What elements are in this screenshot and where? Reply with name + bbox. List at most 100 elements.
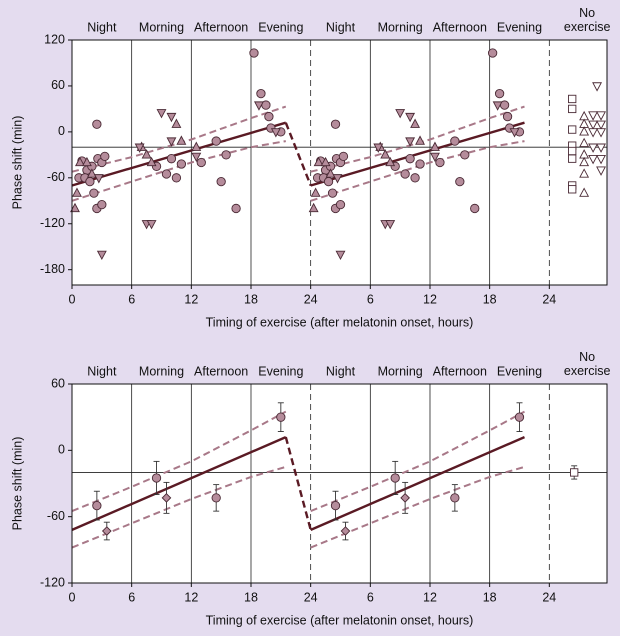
fit-line: [71, 121, 525, 187]
data-point: [161, 169, 172, 179]
data-point: [92, 500, 102, 511]
data-point: [514, 412, 525, 422]
data-point: [568, 154, 577, 163]
data-point: [171, 173, 182, 183]
data-point: [171, 118, 182, 128]
data-point: [176, 159, 187, 169]
period-label: Evening: [258, 20, 303, 34]
data-point: [191, 141, 202, 151]
x-tick-label: 6: [367, 590, 374, 604]
data-point: [460, 150, 470, 160]
y-tick-label: -180: [40, 262, 65, 276]
data-point: [390, 473, 400, 483]
data-point: [340, 526, 351, 536]
data-point: [410, 173, 420, 183]
data-point: [141, 149, 152, 159]
data-point: [410, 118, 421, 128]
data-point: [166, 137, 177, 147]
data-point: [211, 136, 221, 146]
fit-line: [284, 436, 312, 531]
data-point: [487, 48, 498, 58]
data-point: [249, 48, 259, 58]
period-label: No exercise: [563, 6, 611, 34]
data-point: [256, 88, 266, 99]
data-point: [325, 168, 336, 178]
period-label: Afternoon: [433, 364, 487, 378]
period-label: Night: [87, 20, 117, 34]
y-tick-label: 60: [51, 78, 65, 92]
data-point: [596, 166, 606, 176]
data-point: [211, 493, 221, 503]
data-point: [596, 143, 606, 153]
data-point: [332, 174, 343, 184]
data-point: [166, 112, 177, 123]
x-tick-label: 12: [184, 590, 198, 604]
data-point: [216, 176, 226, 187]
data-point: [400, 493, 410, 503]
data-point: [415, 135, 425, 145]
period-label: Night: [326, 20, 356, 34]
x-tick-label: 18: [244, 292, 258, 306]
x-tick-label: 0: [69, 590, 76, 604]
data-point: [588, 111, 599, 121]
data-point: [176, 135, 187, 145]
data-point: [579, 156, 590, 167]
data-point: [492, 101, 503, 111]
data-point: [264, 111, 274, 122]
data-point: [568, 104, 577, 114]
data-point: [415, 159, 425, 169]
data-point: [450, 493, 460, 503]
data-point: [596, 120, 606, 130]
plot-border: [71, 383, 608, 584]
plot-area: [72, 384, 607, 583]
data-point: [231, 203, 241, 214]
y-tick-label: 120: [44, 32, 65, 46]
data-point: [75, 156, 85, 167]
x-axis-label: Timing of exercise (after melatonin onse…: [206, 613, 474, 627]
data-point: [430, 141, 440, 151]
data-point: [310, 187, 321, 197]
data-point: [327, 188, 338, 198]
x-tick-label: 24: [542, 292, 556, 306]
period-label: Morning: [378, 20, 423, 34]
x-tick-label: 12: [423, 292, 437, 306]
x-tick-label: 18: [483, 590, 497, 604]
data-point: [596, 128, 606, 138]
data-point: [568, 185, 577, 194]
data-point: [400, 169, 410, 179]
y-axis-label: Phase shift (min): [10, 437, 24, 531]
data-point: [161, 493, 172, 503]
data-point: [72, 187, 82, 197]
data-point: [588, 128, 599, 138]
data-point: [588, 155, 599, 165]
period-label: No exercise: [563, 6, 611, 34]
data-point: [270, 128, 281, 138]
fit-line: [71, 140, 525, 202]
data-point: [592, 82, 603, 92]
data-point: [380, 149, 391, 159]
data-point: [588, 143, 599, 153]
data-point: [588, 120, 599, 130]
data-point: [101, 526, 112, 536]
data-point: [330, 119, 341, 129]
period-label: Afternoon: [194, 20, 248, 34]
data-point: [156, 109, 167, 119]
x-tick-label: 6: [367, 292, 374, 306]
data-point: [335, 199, 346, 210]
data-point: [405, 154, 415, 164]
period-label: Morning: [378, 364, 423, 378]
fit-line: [71, 435, 525, 532]
plot-border: [71, 39, 608, 286]
data-point: [81, 156, 92, 167]
data-point: [405, 112, 416, 123]
data-point: [320, 156, 331, 167]
y-tick-label: -120: [40, 575, 65, 589]
x-tick-label: 6: [128, 590, 135, 604]
data-point: [385, 156, 396, 167]
x-tick-label: 18: [244, 590, 258, 604]
period-label: Afternoon: [194, 364, 248, 378]
period-label: Afternoon: [433, 20, 487, 34]
data-point: [70, 202, 80, 213]
data-point: [455, 176, 465, 187]
